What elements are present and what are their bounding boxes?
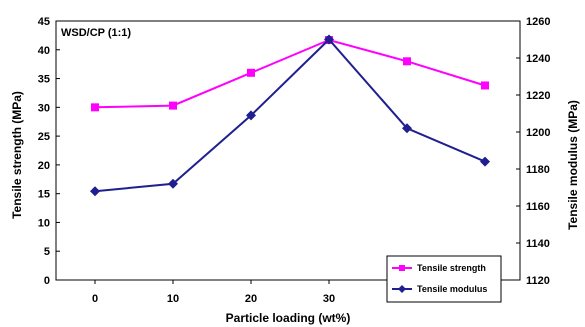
point-tensile-modulus: [168, 178, 178, 189]
left-axis-ticks: 0 5 10 15 20 25 30 35 40 45: [38, 16, 60, 287]
plot-area: [55, 20, 521, 281]
right-tick-label: 1260: [526, 16, 550, 28]
point-tensile-modulus: [246, 110, 256, 121]
y-axis-label-left: Tensile strength (MPa): [10, 91, 24, 219]
right-tick-label: 1120: [526, 275, 550, 287]
left-tick-label: 40: [38, 45, 50, 57]
left-tick-label: 10: [38, 217, 50, 229]
point-tensile-modulus: [402, 123, 412, 134]
left-tick-label: 30: [38, 102, 50, 114]
left-tick-label: 5: [44, 246, 50, 258]
point-tensile-modulus: [480, 156, 490, 167]
point-tensile-strength: [169, 101, 177, 110]
x-axis-label: Particle loading (wt%): [226, 311, 351, 325]
right-tick-label: 1200: [526, 127, 550, 139]
point-tensile-modulus: [324, 34, 334, 45]
left-tick-label: 35: [38, 74, 50, 86]
series-line-tensile-modulus: [94, 38, 486, 193]
chart-annotation: WSD/CP (1:1): [61, 27, 131, 39]
left-tick-label: 45: [38, 16, 50, 28]
left-tick-label: 25: [38, 131, 50, 143]
legend: Tensile strength Tensile modulus: [386, 255, 502, 303]
right-axis-ticks: 1120 1140 1160 1180 1200 1220 1240 1260: [516, 16, 550, 287]
right-tick-label: 1240: [526, 53, 550, 65]
legend-marker-tensile-strength: [399, 265, 405, 271]
point-tensile-strength: [91, 103, 99, 112]
point-tensile-strength: [403, 57, 411, 66]
point-tensile-strength: [481, 81, 489, 90]
legend-label-tensile-strength: Tensile strength: [417, 263, 486, 273]
point-tensile-modulus: [90, 186, 100, 197]
x-tick-label: 0: [92, 293, 98, 305]
series-line-tensile-strength: [94, 38, 486, 109]
x-tick-label: 30: [323, 293, 335, 305]
left-tick-label: 15: [38, 189, 50, 201]
legend-label-tensile-modulus: Tensile modulus: [417, 284, 487, 294]
left-tick-label: 0: [44, 275, 50, 287]
left-tick-label: 20: [38, 160, 50, 172]
right-tick-label: 1180: [526, 164, 550, 176]
x-tick-label: 20: [245, 293, 257, 305]
right-tick-label: 1140: [526, 238, 550, 250]
point-tensile-strength: [247, 68, 255, 77]
legend-marker-tensile-modulus: [398, 285, 406, 293]
x-tick-label: 10: [167, 293, 179, 305]
legend-box: [386, 255, 502, 303]
series-layer: [90, 34, 490, 197]
right-tick-label: 1220: [526, 90, 550, 102]
y-axis-label-right: Tensile modulus (MPa): [566, 100, 580, 230]
right-tick-label: 1160: [526, 201, 550, 213]
